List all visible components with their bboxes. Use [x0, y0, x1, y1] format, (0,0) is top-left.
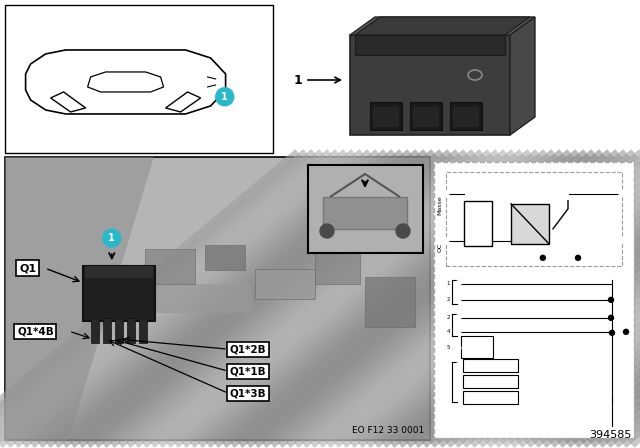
- Bar: [464, 201, 492, 246]
- Bar: [463, 375, 518, 388]
- Polygon shape: [510, 17, 535, 135]
- Circle shape: [609, 297, 614, 302]
- Bar: [373, 107, 399, 127]
- Circle shape: [103, 229, 121, 247]
- Bar: [91, 318, 99, 343]
- Text: 1: 1: [293, 73, 302, 86]
- Bar: [115, 318, 123, 343]
- Circle shape: [455, 297, 461, 303]
- Circle shape: [455, 379, 461, 385]
- Text: 2: 2: [447, 297, 450, 302]
- Circle shape: [320, 224, 334, 238]
- Bar: [85, 266, 153, 278]
- Circle shape: [619, 191, 625, 197]
- Text: Masse: Masse: [438, 195, 442, 215]
- Text: 2: 2: [447, 315, 450, 320]
- Bar: [308, 165, 423, 253]
- Circle shape: [455, 345, 461, 351]
- Circle shape: [623, 329, 628, 334]
- Text: EO F12 33 0001: EO F12 33 0001: [352, 426, 424, 435]
- Bar: [370, 102, 402, 130]
- Polygon shape: [355, 17, 530, 35]
- Bar: [355, 35, 505, 55]
- Text: 1: 1: [221, 92, 228, 102]
- Polygon shape: [5, 157, 154, 440]
- Bar: [81, 284, 252, 313]
- Bar: [446, 172, 622, 266]
- Bar: [205, 245, 245, 270]
- Circle shape: [443, 238, 449, 244]
- Text: OC: OC: [438, 242, 442, 252]
- Text: 4: 4: [447, 329, 450, 334]
- Circle shape: [619, 238, 625, 244]
- Bar: [127, 318, 135, 343]
- Text: 394585: 394585: [589, 430, 632, 440]
- Bar: [434, 162, 634, 438]
- Circle shape: [443, 191, 449, 197]
- Bar: [511, 204, 549, 244]
- Bar: [5, 157, 430, 440]
- Bar: [83, 266, 155, 321]
- Bar: [350, 35, 510, 135]
- Circle shape: [575, 255, 580, 260]
- Bar: [145, 250, 195, 284]
- Bar: [103, 318, 111, 343]
- Circle shape: [609, 330, 614, 336]
- Circle shape: [396, 224, 410, 238]
- Bar: [463, 391, 518, 404]
- Text: 1: 1: [108, 233, 115, 243]
- Circle shape: [455, 329, 461, 335]
- Text: Q1*1B: Q1*1B: [230, 366, 267, 376]
- Polygon shape: [350, 17, 535, 35]
- Circle shape: [455, 281, 461, 287]
- Circle shape: [455, 395, 461, 401]
- Circle shape: [609, 315, 614, 320]
- Bar: [461, 336, 493, 358]
- Bar: [434, 162, 634, 438]
- Text: Q1*3B: Q1*3B: [230, 388, 267, 398]
- Bar: [365, 277, 415, 327]
- Bar: [255, 268, 315, 298]
- Text: Q1: Q1: [19, 263, 36, 273]
- Bar: [463, 359, 518, 372]
- Text: Q1*2B: Q1*2B: [230, 344, 267, 354]
- Circle shape: [216, 88, 234, 106]
- Text: 1: 1: [447, 281, 450, 286]
- Bar: [413, 107, 439, 127]
- Bar: [410, 102, 442, 130]
- Bar: [450, 102, 482, 130]
- Bar: [139, 318, 147, 343]
- Circle shape: [540, 255, 545, 260]
- Bar: [323, 197, 407, 229]
- Text: Q1*4B: Q1*4B: [17, 326, 54, 336]
- Bar: [295, 5, 565, 153]
- Circle shape: [455, 363, 461, 369]
- Bar: [453, 107, 479, 127]
- Circle shape: [455, 315, 461, 321]
- Bar: [5, 5, 273, 153]
- Text: 5: 5: [447, 345, 450, 350]
- Bar: [315, 244, 360, 284]
